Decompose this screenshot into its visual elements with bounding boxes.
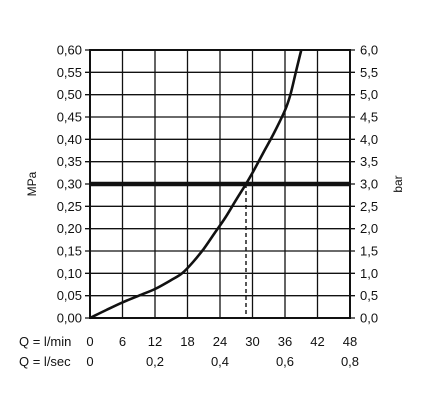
x-tick-label: 48 [343,334,357,349]
y-tick-label-left: 0,40 [57,132,82,147]
x-tick-label: 18 [180,334,194,349]
y-tick-label-left: 0,30 [57,177,82,192]
x-tick-label: 42 [310,334,324,349]
x-tick-label: 0,6 [276,354,294,369]
y-tick-label-right: 5,5 [360,65,378,80]
y-tick-label-right: 6,0 [360,43,378,58]
y-tick-label-left: 0,55 [57,65,82,80]
y-tick-label-right: 0,0 [360,311,378,326]
y-tick-label-left: 0,05 [57,288,82,303]
x-tick-label: 0,2 [146,354,164,369]
x-axis-label: Q = l/min [19,334,71,349]
y-tick-label-left: 0,45 [57,110,82,125]
y-tick-label-right: 3,5 [360,154,378,169]
y-tick-label-right: 5,0 [360,87,378,102]
y-axis-label-left: MPa [25,171,39,196]
labels: 0,00 0,00,05 0,50,10 1,00,15 1,50,20 2,00,25 2… [19,43,378,370]
reference-lines [90,181,350,318]
y-tick-label-right: 1,5 [360,244,378,259]
y-tick-label-right: 4,5 [360,110,378,125]
y-tick-label-right: 2,5 [360,199,378,214]
x-tick-label: 6 [119,334,126,349]
y-tick-label-left: 0,20 [57,221,82,236]
y-tick-label-left: 0,10 [57,266,82,281]
x-tick-label: 0 [86,334,93,349]
y-tick-label-left: 0,15 [57,244,82,259]
x-tick-label: 12 [148,334,162,349]
y-tick-label-left: 0,25 [57,199,82,214]
x-tick-label: 24 [213,334,227,349]
y-tick-label-left: 0,50 [57,87,82,102]
x-axis-label: Q = l/sec [19,354,71,369]
y-tick-label-left: 0,00 [57,311,82,326]
y-tick-label-left: 0,35 [57,154,82,169]
series-line [89,49,303,320]
plot-frame [89,49,351,319]
x-tick-label: 0 [86,354,93,369]
y-tick-label-right: 3,0 [360,177,378,192]
curve-layer [89,49,303,320]
y-tick-label-right: 2,0 [360,221,378,236]
y-axis-label-right: bar [391,175,405,192]
x-tick-label: 0,4 [211,354,229,369]
x-tick-label: 36 [278,334,292,349]
x-tick-label: 30 [245,334,259,349]
y-tick-label-right: 1,0 [360,266,378,281]
x-tick-label: 0,8 [341,354,359,369]
y-tick-label-right: 4,0 [360,132,378,147]
y-tick-label-right: 0,5 [360,288,378,303]
y-tick-label-left: 0,60 [57,43,82,58]
